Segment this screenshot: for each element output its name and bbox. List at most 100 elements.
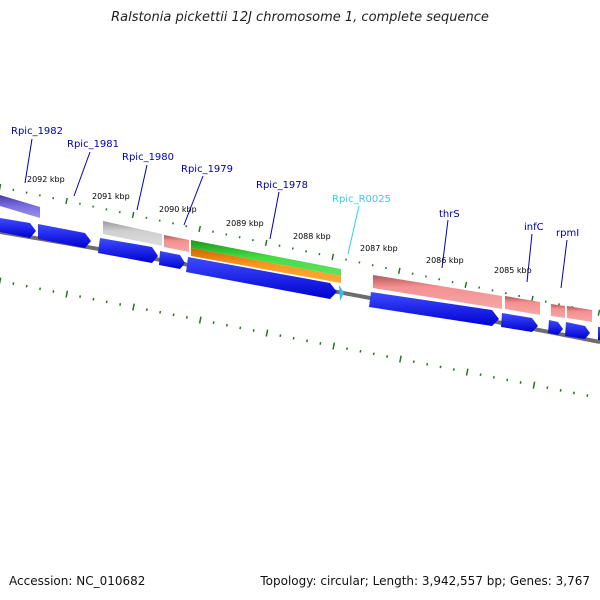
cds-lane: [0, 218, 600, 340]
scale-tick: [0, 277, 2, 285]
scale-tick: [265, 329, 269, 337]
rna-arrow: [339, 285, 344, 301]
feature-red-1979: [164, 235, 189, 252]
leader-line: [347, 205, 360, 255]
scale-tick: [359, 349, 362, 353]
scale-tick: [506, 378, 509, 382]
scale-tick: [331, 253, 335, 260]
scale-tick: [185, 316, 188, 319]
gene-label-rpic-1981[interactable]: Rpic_1981: [67, 139, 119, 150]
scale-tick: [39, 287, 42, 291]
scale-tick: [212, 321, 215, 325]
cds-arrow: [0, 218, 36, 238]
topology-summary: Topology: circular; Length: 3,942,557 bp…: [260, 574, 590, 588]
scale-tick: [465, 368, 469, 376]
gene-label-rpic-r0025[interactable]: Rpic_R0025: [332, 194, 391, 205]
feature-green: [191, 240, 341, 276]
scale-tick: [0, 183, 2, 191]
scale-tick: [92, 297, 95, 301]
scale-tick: [119, 303, 122, 306]
tick-label: 2087 kbp: [360, 244, 398, 253]
scale-tick: [145, 308, 148, 312]
map-title: Ralstonia pickettii 12J chromosome 1, co…: [111, 10, 489, 25]
scale-tick: [172, 313, 175, 317]
scale-tick: [239, 326, 242, 330]
scale-tick: [479, 373, 482, 377]
gene-label-thrs[interactable]: thrS: [439, 209, 460, 220]
scale-tick: [332, 342, 336, 350]
scale-tick: [478, 286, 481, 289]
gene-label-rpic-1978[interactable]: Rpic_1978: [256, 180, 308, 191]
leader-line: [560, 239, 568, 289]
scale-tick: [198, 316, 202, 324]
cds-arrow: [38, 224, 91, 248]
gene-label-rpic-1982[interactable]: Rpic_1982: [11, 126, 63, 137]
leader-line: [441, 219, 449, 269]
leader-line: [24, 138, 33, 184]
scale-tick: [292, 336, 295, 340]
gene-label-infc[interactable]: infC: [524, 222, 544, 233]
scale-tick: [572, 391, 575, 395]
scale-tick: [132, 303, 135, 311]
tick-label: 2092 kbp: [27, 175, 65, 184]
feature-red-infC: [505, 296, 540, 315]
scale-tick: [306, 339, 309, 343]
scale-tick: [131, 211, 135, 219]
scale-tick: [586, 394, 589, 397]
feature-red-rpmI-b: [567, 306, 592, 322]
cds-arrow: [548, 320, 563, 335]
scale-tick: [198, 225, 202, 233]
feature-gray: [103, 221, 162, 246]
gene-labels: Rpic_1982 Rpic_1981 Rpic_1980 Rpic_1979 …: [11, 126, 579, 239]
scale-tick: [597, 309, 600, 316]
tick-label: 2088 kbp: [293, 232, 331, 241]
scale-tick: [559, 388, 562, 392]
scale-tick: [65, 197, 68, 205]
feature-red-thrS: [373, 275, 502, 309]
scale-tick: [426, 362, 429, 366]
cds-arrow: [565, 322, 590, 339]
lower-tick-ring: [0, 277, 589, 397]
scale-tick: [12, 282, 15, 285]
feature-purple: [0, 195, 40, 218]
scale-tick: [279, 334, 282, 338]
scale-tick: [159, 310, 162, 314]
scale-tick: [319, 342, 322, 345]
scale-tick: [346, 347, 349, 351]
leader-line: [526, 233, 533, 283]
gene-label-rpic-1980[interactable]: Rpic_1980: [122, 152, 174, 163]
scale-labels: 2092 kbp 2091 kbp 2090 kbp 2089 kbp 2088…: [27, 175, 532, 275]
upper-tick-ring: [0, 183, 600, 316]
leader-line: [269, 191, 280, 240]
cds-arrow: [501, 313, 538, 332]
gene-label-rpic-1979[interactable]: Rpic_1979: [181, 164, 233, 175]
cds-arrow: [98, 238, 158, 263]
tick-label: 2086 kbp: [426, 256, 464, 265]
scale-tick: [211, 230, 214, 233]
tick-label: 2089 kbp: [226, 219, 264, 228]
accession-text: Accession: NC_010682: [9, 574, 146, 588]
feature-red-rpmI-a: [551, 304, 565, 318]
cds-arrow: [159, 251, 185, 269]
scale-tick: [399, 355, 402, 363]
feature-lane: [0, 195, 592, 322]
leader-line: [183, 175, 204, 226]
leader-line: [73, 151, 91, 197]
tick-label: 2085 kbp: [494, 266, 532, 275]
scale-tick: [397, 267, 401, 274]
cds-arrow: [186, 257, 337, 299]
scale-tick: [345, 258, 348, 261]
leader-line: [136, 164, 148, 211]
feature-orange: [191, 248, 341, 283]
scale-tick: [65, 290, 69, 298]
scale-tick: [532, 381, 536, 389]
scale-tick: [264, 239, 268, 246]
tick-label: 2091 kbp: [92, 192, 130, 201]
scale-tick: [105, 300, 108, 304]
tick-label: 2090 kbp: [159, 205, 197, 214]
scale-tick: [252, 329, 255, 332]
gene-label-rpmi[interactable]: rpmI: [556, 228, 579, 239]
scale-tick: [372, 352, 375, 356]
scale-tick: [464, 281, 468, 288]
